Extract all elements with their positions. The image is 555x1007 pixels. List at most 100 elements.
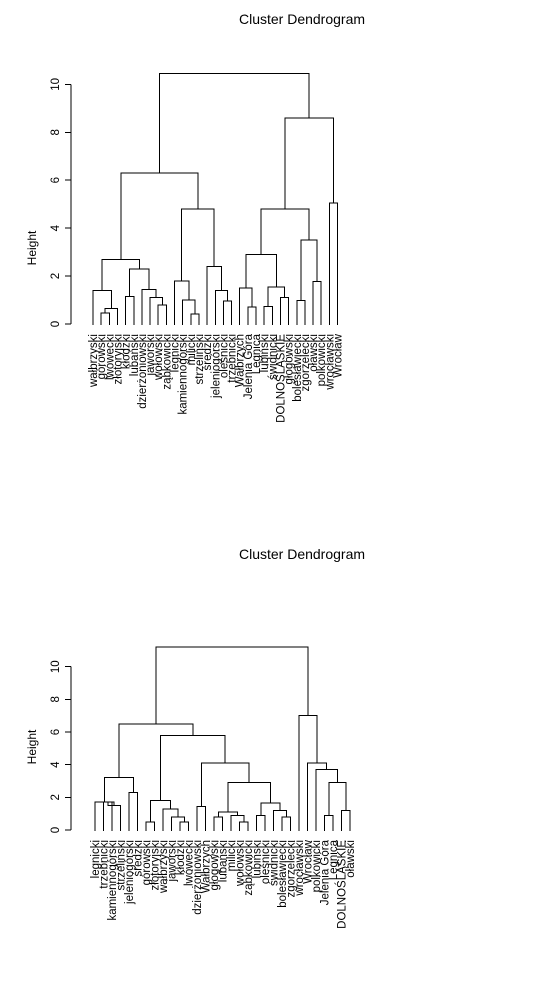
dendrogram-chart-1: Cluster Dendrogram Height 0 2 4 6 8 10 wałbrz… xyxy=(25,11,365,423)
leaf-label: wałbrzyski xyxy=(158,840,170,894)
chart-title: Cluster Dendrogram xyxy=(239,11,365,27)
dendrogram-link xyxy=(157,304,167,325)
y-tick-label: 0 xyxy=(50,827,62,833)
dendrogram-link xyxy=(149,297,163,325)
leaf-label: trzebnicki xyxy=(99,840,111,889)
dendrogram-link xyxy=(145,821,155,831)
leaf-label: głogowski xyxy=(284,334,296,385)
dendrogram-link xyxy=(155,646,309,724)
leaf-label: milicki xyxy=(226,840,238,871)
dendrogram-link xyxy=(200,762,250,807)
leaf-label: jeleniogórski xyxy=(210,334,222,399)
dendrogram-link xyxy=(128,791,138,831)
leaf-label: oleśnicki xyxy=(260,840,272,884)
dendrogram-link xyxy=(196,805,206,831)
leaf-label: dzierżoniowski xyxy=(137,334,149,409)
dendrogram-link xyxy=(284,117,334,209)
leaf-label: legnicki xyxy=(170,334,182,372)
dendrogram-link xyxy=(94,801,115,831)
dendrogram-link xyxy=(312,280,322,325)
dendrogram-link xyxy=(179,821,189,831)
leaf-labels: wałbrzyskigórowskilwóweckizłotoryjskikło… xyxy=(88,333,345,423)
dendrogram-link xyxy=(298,715,318,831)
dendrogram-link xyxy=(103,801,113,831)
dendrogram-link xyxy=(230,814,245,831)
y-tick-label: 8 xyxy=(50,129,62,135)
y-tick-label: 4 xyxy=(50,761,62,768)
leaf-label: zgorzelecki xyxy=(300,334,312,392)
dendrogram-link xyxy=(120,172,199,260)
leaf-label: lubiński xyxy=(259,334,271,372)
leaf-label: ząbkowicki xyxy=(243,840,255,896)
leaf-label: lwówecki xyxy=(184,840,196,886)
leaf-label: jeleniogórski xyxy=(124,840,136,905)
dendrogram-link xyxy=(162,808,179,831)
dendrogram-chart-2: Cluster Dendrogram Height 0 2 4 6 8 10 legnic… xyxy=(25,546,365,929)
leaf-label: legnicki xyxy=(90,840,102,878)
dendrogram-link xyxy=(217,811,238,817)
dendrogram-link xyxy=(125,295,135,325)
leaf-label: Wałbrzych xyxy=(235,334,247,387)
leaf-label: średzki xyxy=(133,840,145,876)
dendrogram-links xyxy=(94,646,351,831)
dendrogram-link xyxy=(239,821,249,831)
dendrogram-link xyxy=(341,809,351,831)
leaf-label: wałbrzyski xyxy=(88,334,100,388)
leaf-label: głogowski xyxy=(209,840,221,891)
leaf-label: Wrocław xyxy=(333,333,345,378)
dendrogram-link xyxy=(324,814,334,831)
dendrogram-link xyxy=(181,208,215,281)
dendrogram-link xyxy=(101,258,140,291)
dendrogram-link xyxy=(129,268,150,297)
leaf-label: bolesławiecki xyxy=(277,840,289,908)
leaf-labels: legnickitrzebnickikamiennogórskistrzeliń… xyxy=(90,839,357,929)
dendrogram-link xyxy=(149,800,171,822)
leaf-label: dzierżoniowski xyxy=(192,840,204,915)
dendrogram-link xyxy=(213,816,223,831)
y-tick-label: 6 xyxy=(50,177,62,183)
dendrogram-link xyxy=(92,289,112,325)
dendrogram-link xyxy=(263,306,273,325)
dendrogram-link xyxy=(328,202,338,325)
dendrogram-links xyxy=(92,73,338,325)
leaf-label: złotoryjski xyxy=(112,334,124,384)
leaf-label: polkowicki xyxy=(311,840,323,892)
dendrogram-link xyxy=(158,73,310,174)
leaf-label: złotoryjski xyxy=(150,840,162,890)
dendrogram-link xyxy=(260,208,310,255)
dendrogram-link xyxy=(267,286,286,307)
leaf-label: Legnica xyxy=(328,839,340,880)
leaf-label: jaworski xyxy=(167,840,179,883)
dendrogram-link xyxy=(260,802,281,816)
dendrogram-link xyxy=(174,280,190,325)
leaf-label: oławski xyxy=(308,334,320,372)
leaf-label: wrocławski xyxy=(294,840,306,897)
dendrogram-link xyxy=(247,306,257,325)
dendrogram-link xyxy=(214,289,228,325)
leaf-label: trzebnicki xyxy=(227,334,239,383)
leaf-label: bolesławiecki xyxy=(292,334,304,402)
y-tick-label: 8 xyxy=(50,696,62,702)
leaf-label: lubiński xyxy=(252,840,264,878)
leaf-label: kłodzki xyxy=(175,840,187,875)
leaf-label: wrocławski xyxy=(324,334,336,391)
dendrogram-link xyxy=(206,265,222,325)
leaf-label: świdnicki xyxy=(269,840,281,886)
leaf-label: polkowicki xyxy=(316,334,328,386)
dendrogram-link xyxy=(100,312,110,325)
dendrogram-link xyxy=(141,288,157,325)
dendrogram-link xyxy=(279,297,290,325)
dendrogram-link xyxy=(227,782,271,813)
leaf-label: średzki xyxy=(202,334,214,370)
y-tick-label: 4 xyxy=(50,224,62,231)
y-tick-label: 10 xyxy=(50,660,62,673)
leaf-label: lubański xyxy=(129,334,141,376)
dendrogram-link xyxy=(182,299,196,325)
leaf-label: Jelenia Góra xyxy=(243,333,255,399)
leaf-label: DOLNOŚLĄSKIE xyxy=(274,334,287,423)
dendrogram-link xyxy=(300,239,318,301)
dendrogram-link xyxy=(190,313,200,325)
dendrogram-link xyxy=(281,816,291,831)
leaf-label: zgorzelecki xyxy=(286,840,298,898)
y-tick-label: 0 xyxy=(50,321,62,327)
